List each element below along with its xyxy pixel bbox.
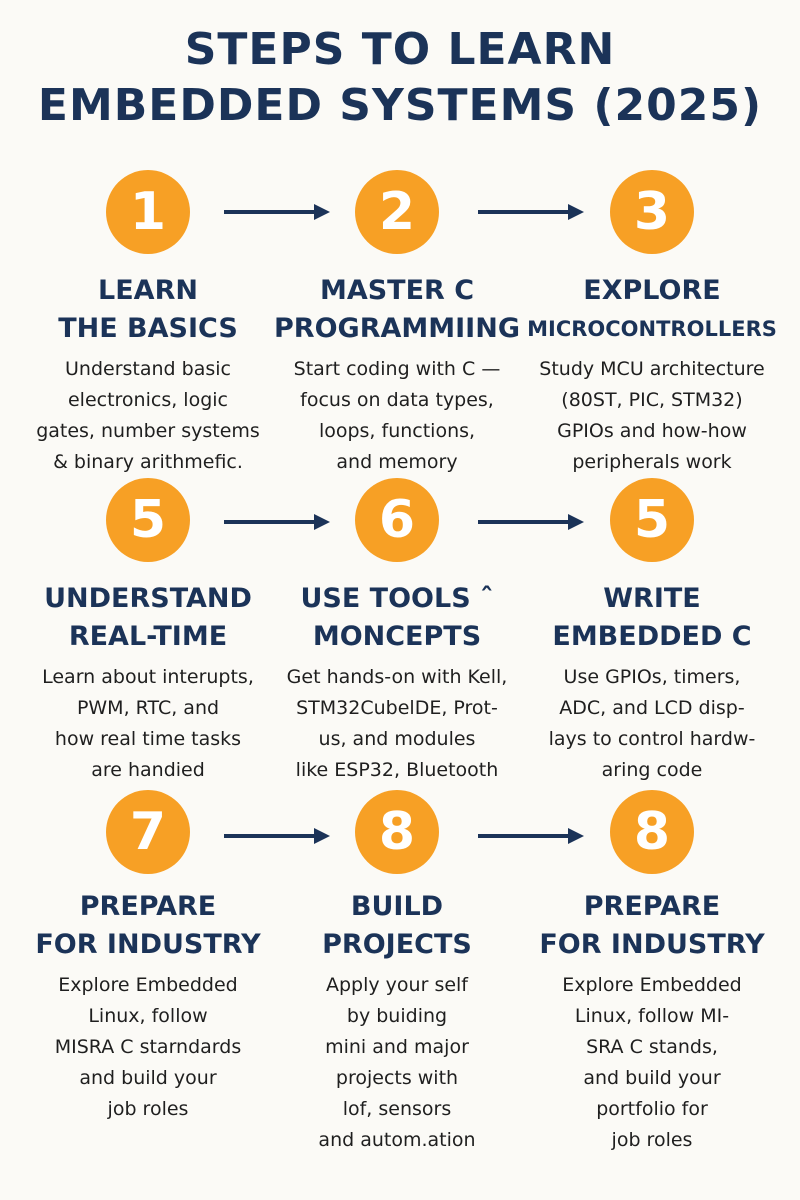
step-description: Explore Embedded Linux, follow MISRA C s… (54, 974, 242, 1120)
step-heading: LEARN THE BASICS (58, 275, 238, 344)
step-number-badge: 7 (106, 790, 190, 874)
step-number-badge: 5 (610, 478, 694, 562)
step-heading: UNDERSTAND REAL-TIME (44, 583, 252, 652)
title-line-1: STEPS TO LEARN (184, 24, 616, 75)
step-number-badge: 8 (355, 790, 439, 874)
step-1: 1 LEARN THE BASICS Understand basic elec… (23, 170, 273, 478)
step-description: Get hands-on with Kell, STM32CubelDE, Pr… (286, 666, 508, 781)
step-heading: MASTER C PROGRAMMIING (274, 275, 520, 344)
step-number-badge: 6 (355, 478, 439, 562)
step-number-badge: 3 (610, 170, 694, 254)
step-heading: WRITE EMBEDDED C (552, 583, 752, 652)
arrow-right-icon (224, 514, 330, 530)
page-title: STEPS TO LEARN EMBEDDED SYSTEMS (2025) (0, 22, 800, 134)
arrow-right-icon (224, 828, 330, 844)
arrow-right-icon (478, 828, 584, 844)
step-description: Study MCU architecture (80ST, PIC, STM32… (539, 358, 765, 473)
step-6: 5 WRITE EMBEDDED C Use GPIOs, timers, AD… (527, 478, 777, 786)
step-8: 8 BUILD PROJECTS Apply your self by buid… (272, 790, 522, 1156)
step-7: 7 PREPARE FOR INDUSTRY Explore Embedded … (23, 790, 273, 1125)
step-3: 3 EXPLORE MICROCONTROLLERS Study MCU arc… (527, 170, 777, 478)
step-heading: EXPLORE MICROCONTROLLERS (527, 275, 777, 341)
step-description: Explore Embedded Linux, follow MI- SRA C… (562, 974, 742, 1151)
step-description: Understand basic electronics, logic gate… (36, 358, 260, 473)
step-9: 8 PREPARE FOR INDUSTRY Explore Embedded … (527, 790, 777, 1156)
step-5: 6 USE TOOLS ˆ MONCEPTS Get hands-on with… (272, 478, 522, 786)
step-heading: BUILD PROJECTS (322, 891, 472, 960)
step-number-badge: 2 (355, 170, 439, 254)
step-description: Learn about interupts, PWM, RTC, and how… (42, 666, 254, 781)
step-description: Apply your self by buiding mini and majo… (318, 974, 476, 1151)
step-description: Start coding with C — focus on data type… (293, 358, 501, 473)
title-line-2: EMBEDDED SYSTEMS (2025) (37, 80, 763, 131)
step-number-badge: 8 (610, 790, 694, 874)
step-2: 2 MASTER C PROGRAMMIING Start coding wit… (272, 170, 522, 478)
step-heading: PREPARE FOR INDUSTRY (539, 891, 765, 960)
arrow-right-icon (478, 204, 584, 220)
arrow-right-icon (224, 204, 330, 220)
step-number-badge: 1 (106, 170, 190, 254)
step-4: 5 UNDERSTAND REAL-TIME Learn about inter… (23, 478, 273, 786)
step-description: Use GPIOs, timers, ADC, and LCD disp- la… (548, 666, 756, 781)
arrow-right-icon (478, 514, 584, 530)
step-number-badge: 5 (106, 478, 190, 562)
step-heading: USE TOOLS ˆ MONCEPTS (300, 583, 494, 652)
step-heading: PREPARE FOR INDUSTRY (35, 891, 261, 960)
